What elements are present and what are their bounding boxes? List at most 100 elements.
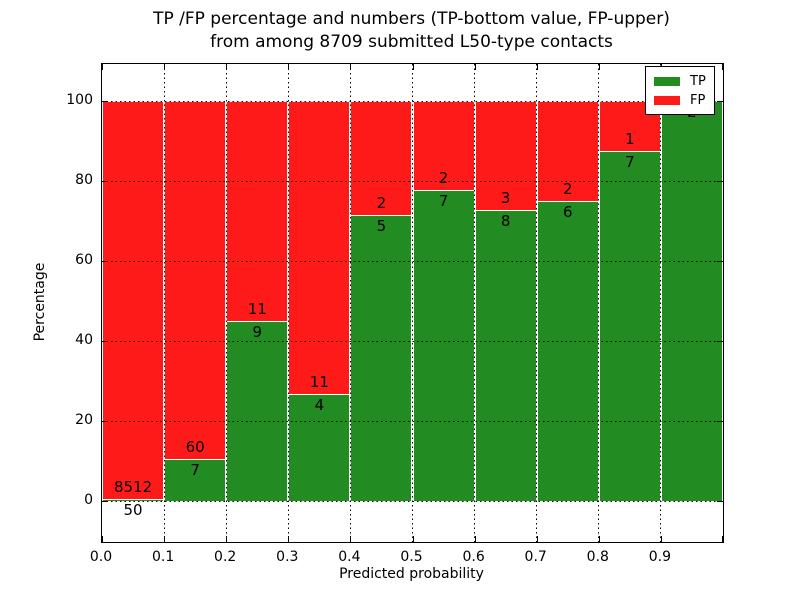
legend-label-tp: TP [690,74,706,89]
x-tick-mark [226,536,228,542]
x-tick-mark [102,64,103,70]
gridline-horizontal [102,420,723,422]
bar-tp-segment [350,215,413,501]
x-axis-label: Predicted probability [339,566,484,582]
gridline-horizontal [102,260,723,262]
bar-label-fp: 2 [562,180,573,198]
gridline-horizontal [102,100,723,102]
bar-label-fp: 11 [247,300,267,318]
bar-fp-segment [350,101,413,216]
y-tick-mark [717,341,723,342]
chart-title: TP /FP percentage and numbers (TP-bottom… [101,8,722,55]
bar-fp-segment [226,101,289,321]
y-tick-mark [717,501,723,502]
x-tick-mark [412,536,414,542]
bar-label-fp: 2 [376,194,387,213]
y-axis-label: Percentage [32,262,48,342]
bar-label-tp: 6 [562,203,573,221]
x-tick-label: 0.2 [214,549,237,565]
bar-tp-segment [226,321,289,501]
x-tick-mark [350,64,352,70]
gridline-vertical [163,64,165,542]
legend-row: FP [654,91,706,110]
y-tick-mark [102,261,108,262]
y-tick-mark [102,341,108,342]
gridline-vertical [412,64,413,542]
x-tick-label: 0.7 [524,549,547,565]
gridline-vertical [598,64,600,542]
bar-label-tp: 7 [625,153,635,171]
x-tick-label: 0.9 [648,549,672,565]
gridline-vertical [474,64,476,542]
bar-label-fp: 3 [500,189,511,208]
y-tick-mark [102,501,108,502]
gridline-vertical [287,64,289,542]
bar-tp-segment [536,201,599,501]
x-tick-label: 0.1 [151,549,175,565]
bar-tp-segment [102,498,165,501]
bar-label-fp: 1 [625,130,635,148]
y-tick-label: 0 [84,492,93,508]
bar-label-tp: 8 [500,212,511,231]
x-tick-mark [474,536,476,542]
x-tick-label: 0.5 [400,549,423,565]
bar-label-fp: 60 [185,438,205,457]
x-tick-mark [536,64,538,70]
y-tick-label: 60 [75,252,93,268]
gridline-horizontal [102,340,723,342]
bar-fp-segment [164,101,227,460]
x-tick-mark [598,64,600,70]
bar-fp-segment [474,101,537,211]
x-tick-mark [474,64,476,70]
y-tick-mark [717,181,723,182]
bar-tp-segment [474,210,537,501]
bar-tp-segment [164,459,227,501]
bar-label-fp: 2 [438,168,449,187]
gridline-horizontal [102,500,723,502]
x-tick-mark [226,64,228,70]
gridline-vertical [225,64,227,542]
bar-fp-segment [536,101,599,201]
y-tick-mark [717,101,723,102]
bar-label-tp: 5 [376,217,387,236]
y-tick-mark [102,101,108,102]
y-tick-mark [102,181,108,182]
bar-tp-segment [598,151,661,501]
x-tick-mark [722,536,723,542]
x-tick-mark [102,536,103,542]
bar-label-tp: 50 [123,500,143,519]
x-tick-label: 0.6 [462,549,485,565]
x-tick-mark [350,536,352,542]
y-tick-mark [717,261,723,262]
bar-label-tp: 7 [190,461,200,480]
gridline-horizontal [102,180,723,182]
y-tick-label: 80 [75,172,93,188]
bar-label-fp: 11 [309,373,329,392]
y-tick-mark [717,421,723,422]
bar-tp-segment [660,101,723,501]
x-tick-mark [536,536,538,542]
bar-tp-segment [412,189,475,501]
x-tick-mark [164,536,166,542]
bar-label-fp: 8512 [113,477,153,496]
bar-tp-segment [288,394,351,501]
x-tick-mark [164,64,166,70]
bar-fp-segment [102,101,165,499]
gridline-vertical [660,64,662,542]
y-tick-label: 100 [66,92,93,108]
legend-row: TP [654,72,706,91]
bar-label-tp: 9 [252,323,263,341]
x-tick-mark [412,64,414,70]
bar-label-tp: 4 [314,396,325,415]
legend: TP FP [645,66,715,115]
bar-label-tp: 7 [438,191,449,210]
x-tick-mark [288,64,290,70]
x-tick-mark [288,536,290,542]
legend-label-fp: FP [690,93,706,108]
x-tick-mark [722,64,723,70]
chart-title-line1: TP /FP percentage and numbers (TP-bottom… [153,9,670,29]
legend-swatch-fp [654,96,680,105]
x-tick-label: 0.3 [276,549,299,565]
plot-area: 85125060711911425273826172 [101,63,724,543]
